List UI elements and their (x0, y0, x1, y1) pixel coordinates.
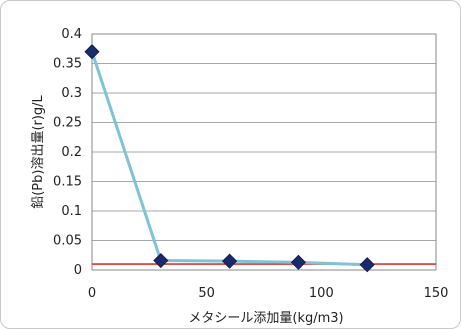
grid (92, 33, 436, 241)
data-point-marker (222, 253, 238, 269)
x-tick-label: 100 (309, 286, 334, 301)
x-axis-title: メタシール添加量(kg/m3) (188, 311, 343, 326)
y-axis-title: 鉛(Pb)溶出量(r)g/L (31, 94, 46, 208)
x-axis: 0 50 100 150 (88, 286, 449, 301)
y-axis: 0 0.05 0.1 0.15 0.2 0.25 0.3 0.35 0.4 (53, 27, 82, 278)
x-tick-label: 50 (198, 286, 215, 301)
data-markers (84, 44, 375, 273)
x-tick-label: 150 (424, 286, 449, 301)
y-tick-label: 0.15 (53, 175, 82, 190)
y-tick-label: 0.3 (61, 86, 82, 101)
data-point-marker (153, 252, 169, 269)
x-tick-label: 0 (88, 286, 96, 301)
data-point-marker (290, 254, 306, 270)
data-point-marker (84, 44, 100, 60)
y-tick-label: 0 (74, 263, 82, 278)
plot-area (91, 33, 437, 271)
series-line (90, 51, 368, 267)
y-tick-label: 0.35 (53, 57, 82, 72)
y-tick-label: 0.05 (53, 234, 82, 249)
y-tick-label: 0.2 (61, 145, 82, 160)
y-tick-label: 0.4 (61, 27, 82, 42)
data-point-marker (359, 257, 375, 273)
y-tick-label: 0.25 (53, 116, 82, 131)
y-tick-label: 0.1 (61, 204, 82, 219)
